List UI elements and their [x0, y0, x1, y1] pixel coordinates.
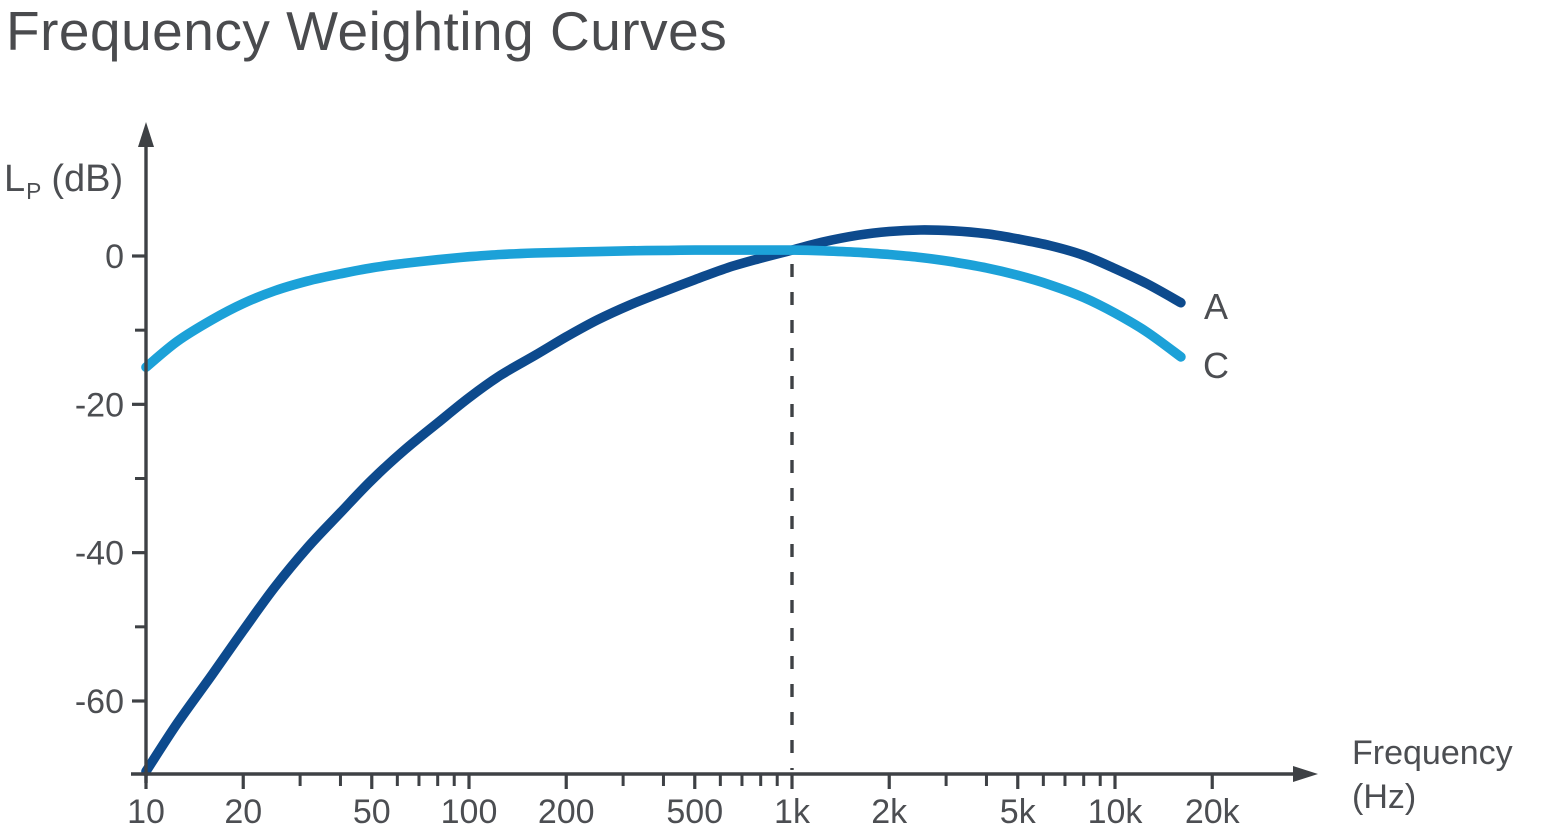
- x-tick-label: 10k: [1088, 793, 1144, 831]
- y-axis-label: LP (dB): [4, 158, 123, 205]
- curve-c: [141, 245, 1186, 372]
- x-tick-label: 2k: [871, 793, 908, 831]
- y-axis-label-unit: (dB): [51, 158, 124, 200]
- curve-label-c: C: [1203, 345, 1229, 386]
- x-tick-label: 20: [224, 793, 262, 831]
- x-axis-arrow: [1293, 766, 1318, 782]
- x-tick-label: 200: [538, 793, 595, 831]
- curve-a: [141, 225, 1186, 777]
- x-tick-label: 1k: [774, 793, 811, 831]
- x-axis-label-line2: (Hz): [1352, 777, 1417, 816]
- y-tick-label: 0: [105, 238, 124, 276]
- x-tick-label: 50: [353, 793, 391, 831]
- x-axis-label-line1: Frequency: [1352, 734, 1513, 772]
- x-tick-label: 100: [441, 793, 498, 831]
- y-axis-label-subscript: P: [26, 177, 42, 204]
- x-tick-label: 10: [127, 793, 165, 831]
- y-tick-label: -60: [75, 683, 124, 721]
- x-tick-label: 500: [666, 793, 723, 831]
- y-axis-arrow: [138, 122, 154, 147]
- x-tick-label: 20k: [1185, 793, 1241, 831]
- y-axis-label-symbol: L: [4, 158, 26, 200]
- y-tick-label: -40: [75, 535, 124, 573]
- x-tick-label: 5k: [1000, 793, 1037, 831]
- chart-title: Frequency Weighting Curves: [6, 0, 728, 62]
- x-axis-label: Frequency (Hz): [1352, 732, 1513, 819]
- y-tick-label: -20: [75, 386, 124, 424]
- curve-label-a: A: [1203, 286, 1228, 327]
